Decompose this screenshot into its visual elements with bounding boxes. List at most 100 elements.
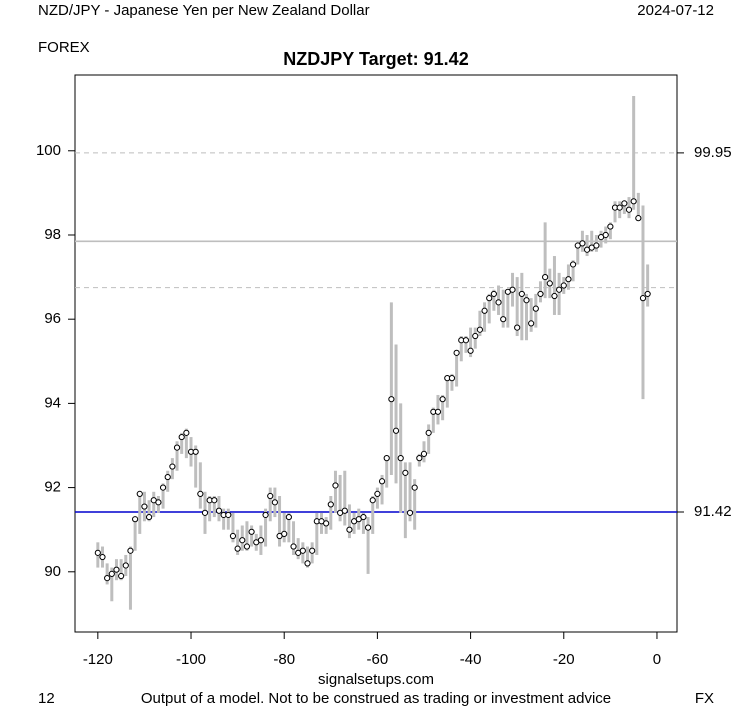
close-point <box>127 547 134 554</box>
close-point <box>625 206 633 213</box>
close-point <box>243 543 251 550</box>
close-point <box>169 463 176 470</box>
close-point <box>271 499 278 506</box>
close-point <box>155 499 162 506</box>
close-point <box>118 572 125 580</box>
close-point <box>462 337 470 344</box>
close-point <box>481 307 488 314</box>
close-point <box>476 326 484 333</box>
close-point <box>145 513 153 521</box>
close-point <box>490 290 497 298</box>
close-point <box>467 347 474 354</box>
close-point <box>551 292 558 300</box>
close-point <box>113 566 120 573</box>
close-point <box>406 509 414 516</box>
close-point <box>201 509 209 516</box>
y-tick-label: 100 <box>36 142 61 159</box>
close-point <box>425 429 432 436</box>
close-point <box>360 513 367 521</box>
close-point <box>607 223 614 230</box>
close-point <box>257 537 265 544</box>
close-point <box>225 511 232 519</box>
close-point <box>616 204 623 211</box>
close-point <box>122 562 129 569</box>
close-point <box>141 503 148 510</box>
y-tick-label: 90 <box>44 563 61 580</box>
close-point <box>500 316 507 323</box>
close-point <box>420 450 428 458</box>
close-point <box>215 507 223 514</box>
close-point <box>378 478 386 485</box>
close-point <box>644 290 651 298</box>
close-point <box>402 469 409 476</box>
close-point <box>94 549 101 556</box>
close-point <box>364 524 372 531</box>
close-point <box>439 396 446 403</box>
close-point <box>304 560 311 567</box>
y-tick-label: 96 <box>44 310 61 327</box>
close-point <box>104 575 111 582</box>
close-point <box>136 490 143 498</box>
close-point <box>346 526 353 533</box>
close-point <box>197 490 204 498</box>
x-tick-label: -80 <box>273 651 295 668</box>
close-point <box>178 433 185 441</box>
close-point <box>108 570 115 578</box>
close-point <box>635 215 642 222</box>
market: FOREX <box>38 39 90 56</box>
close-point <box>486 295 493 302</box>
close-point <box>388 396 395 403</box>
close-point <box>448 375 456 382</box>
close-point <box>518 290 525 298</box>
close-point <box>332 482 339 489</box>
close-point <box>267 492 274 500</box>
reference-label: 99.95 <box>694 144 732 161</box>
y-tick-label: 98 <box>44 226 61 243</box>
close-point <box>132 516 139 523</box>
reference-label: 91.42 <box>694 503 732 520</box>
close-point <box>183 429 190 436</box>
close-point <box>411 484 418 491</box>
close-point <box>173 444 181 451</box>
close-point <box>434 408 442 415</box>
close-point <box>392 427 400 434</box>
x-tick-label: -20 <box>553 651 575 668</box>
close-point <box>290 543 297 550</box>
y-tick-label: 94 <box>44 394 61 411</box>
close-point <box>229 532 237 540</box>
close-point <box>528 320 535 327</box>
footer-left: 12 <box>38 690 55 707</box>
close-point <box>556 286 563 293</box>
x-axis-label: signalsetups.com <box>318 671 434 688</box>
close-point <box>523 297 530 304</box>
close-point <box>262 511 269 519</box>
close-point <box>192 448 199 455</box>
footer-right: FX <box>695 690 714 707</box>
header-right: 2024-07-12 <box>637 2 714 19</box>
close-point <box>164 473 171 481</box>
y-tick-label: 92 <box>44 479 61 496</box>
close-point <box>514 324 521 331</box>
close-point <box>602 231 609 239</box>
close-point <box>537 290 544 298</box>
close-point <box>285 513 292 521</box>
footer-center: Output of a model. Not to be construed a… <box>141 690 611 707</box>
close-point <box>234 545 241 552</box>
close-point <box>453 349 460 356</box>
close-point <box>639 295 647 302</box>
x-tick-label: -60 <box>367 651 389 668</box>
close-point <box>341 507 348 514</box>
close-point <box>542 273 549 281</box>
x-tick-label: -120 <box>83 651 113 668</box>
close-point <box>621 200 628 207</box>
close-point <box>546 280 553 287</box>
close-point <box>369 497 376 504</box>
close-point <box>532 305 539 312</box>
chart-title: NZDJPY Target: 91.42 <box>283 49 468 69</box>
close-point <box>569 261 577 268</box>
close-point <box>159 484 167 491</box>
close-point <box>99 553 106 561</box>
close-point <box>579 240 586 247</box>
close-point <box>327 501 334 508</box>
close-point <box>593 242 600 249</box>
